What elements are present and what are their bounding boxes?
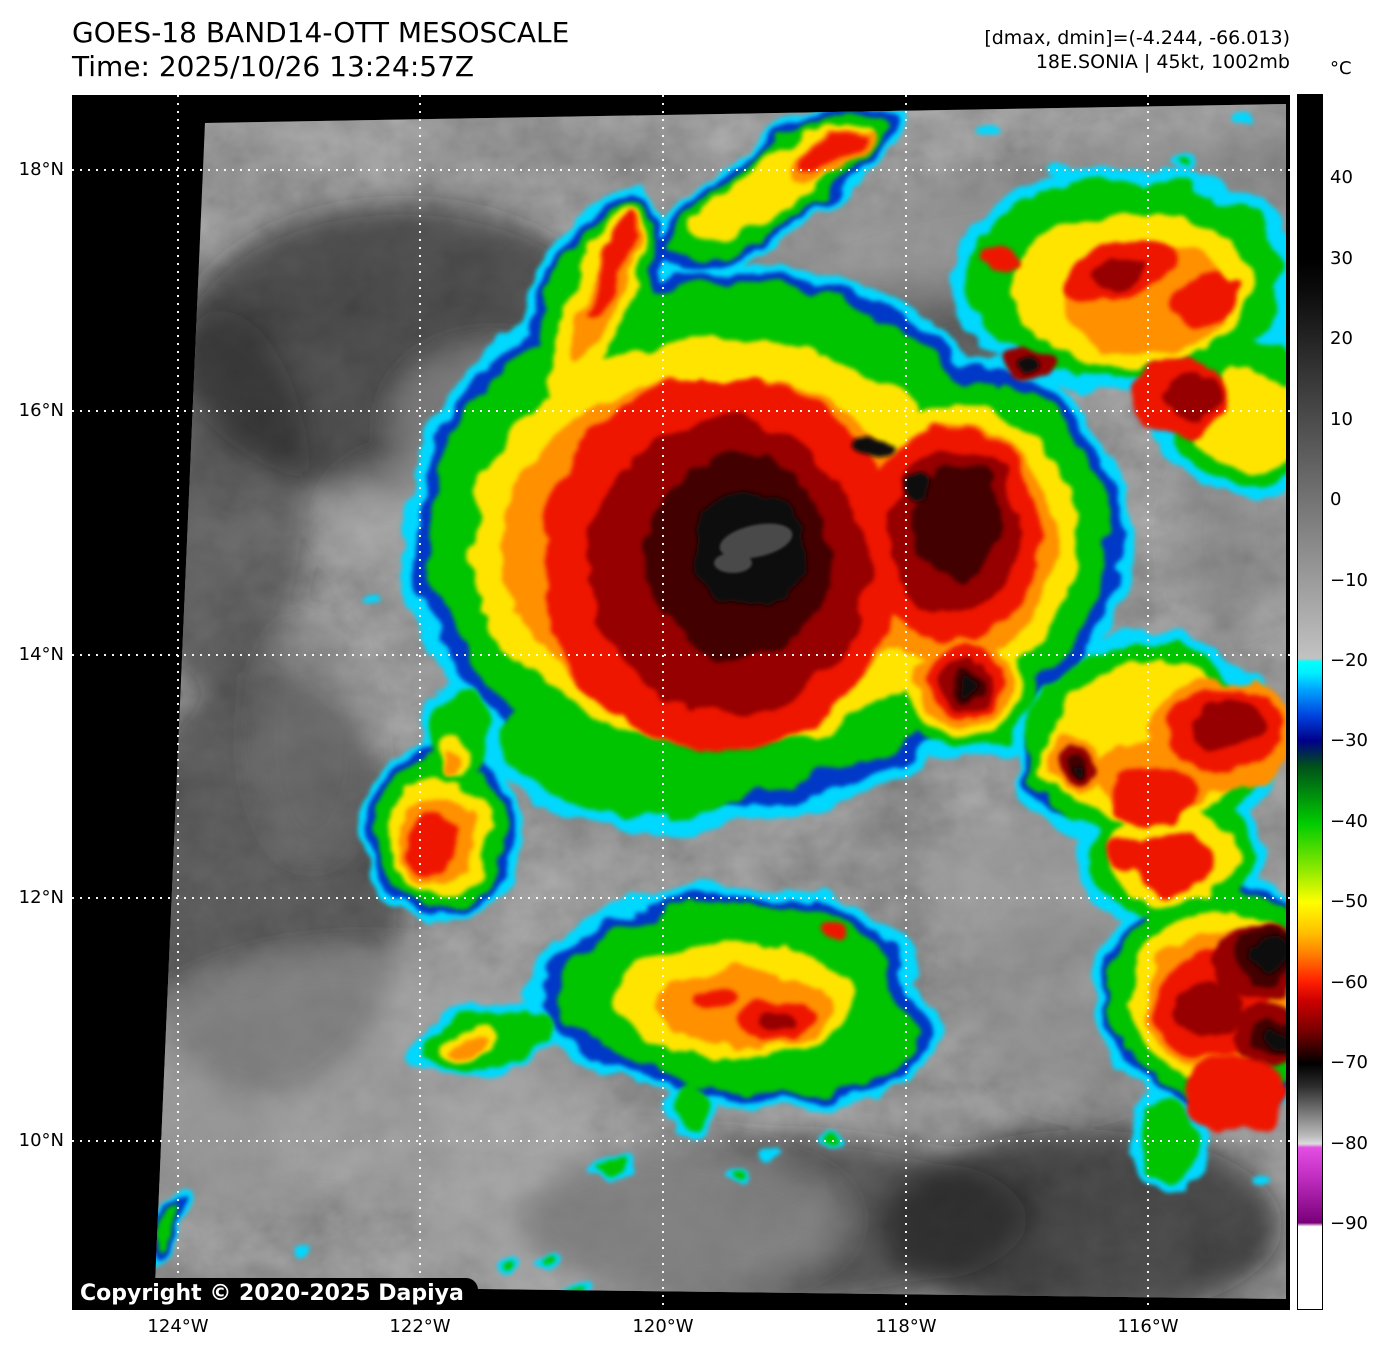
colorbar-tick: −80 [1330, 1133, 1368, 1154]
storm-info-annotation: 18E.SONIA | 45kt, 1002mb [1035, 51, 1290, 73]
lon-label-118w: 118°W [875, 1316, 937, 1337]
figure-title-block: GOES-18 BAND14-OTT MESOSCALE Time: 2025/… [72, 16, 569, 84]
colorbar-tick: 20 [1330, 328, 1353, 349]
colorbar-tick: −40 [1330, 811, 1368, 832]
temperature-colorbar [1297, 94, 1323, 1310]
dmax-dmin-annotation: [dmax, dmin]=(-4.244, -66.013) [984, 27, 1290, 49]
colorbar-tick: −90 [1330, 1213, 1368, 1234]
satellite-image [72, 95, 1290, 1310]
warm-core-pixels [714, 523, 793, 573]
lat-label-12n: 12°N [18, 887, 64, 908]
colorbar-tick: 10 [1330, 409, 1353, 430]
lat-label-16n: 16°N [18, 400, 64, 421]
figure-timestamp: Time: 2025/10/26 13:24:57Z [72, 50, 475, 83]
annotation-block: [dmax, dmin]=(-4.244, -66.013) 18E.SONIA… [600, 26, 1290, 74]
lon-label-116w: 116°W [1117, 1316, 1179, 1337]
colorbar-tick: −50 [1330, 891, 1368, 912]
lon-label-124w: 124°W [147, 1316, 209, 1337]
lat-label-10n: 10°N [18, 1130, 64, 1151]
lon-label-122w: 122°W [389, 1316, 451, 1337]
colorbar-tick: −20 [1330, 650, 1368, 671]
colorbar-tick: 30 [1330, 248, 1353, 269]
figure-title: GOES-18 BAND14-OTT MESOSCALE [72, 16, 570, 49]
graticule-gridlines [72, 95, 1290, 1310]
satellite-data-swath [155, 104, 1286, 1299]
satellite-map-panel: Copyright © 2020-2025 Dapiya [72, 95, 1290, 1310]
copyright-watermark: Copyright © 2020-2025 Dapiya [72, 1278, 478, 1310]
colorbar-tick: 0 [1330, 489, 1342, 510]
colorbar-tick: −70 [1330, 1052, 1368, 1073]
colorbar-tick: −60 [1330, 972, 1368, 993]
lat-label-14n: 14°N [18, 644, 64, 665]
lon-label-120w: 120°W [632, 1316, 694, 1337]
colorbar-tick: −30 [1330, 730, 1368, 751]
lat-label-18n: 18°N [18, 159, 64, 180]
colorbar-unit-label: °C [1330, 58, 1352, 79]
colorbar-tick: 40 [1330, 167, 1353, 188]
colorbar-tick: −10 [1330, 570, 1368, 591]
